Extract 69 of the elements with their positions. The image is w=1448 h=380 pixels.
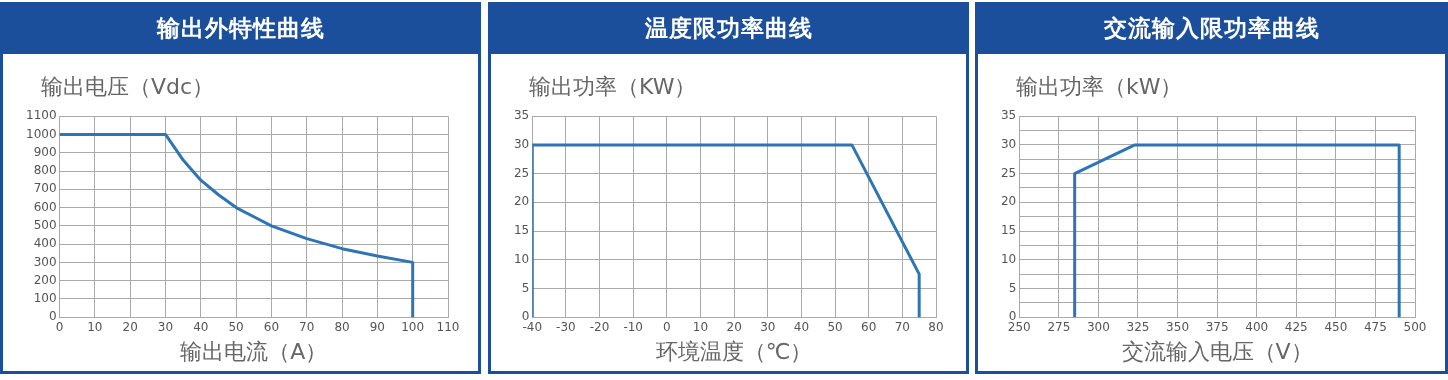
x-tick-label: 40 — [193, 319, 209, 334]
y-tick-label: 200 — [33, 272, 57, 287]
x-tick-label: 350 — [1166, 319, 1190, 334]
y-tick-label: 35 — [1000, 108, 1017, 123]
x-tick-label: 60 — [861, 319, 877, 334]
y-tick-label: 5 — [1008, 280, 1017, 295]
y-tick-label: 400 — [33, 236, 57, 251]
x-tick-label: 475 — [1363, 319, 1387, 334]
x-tick-label: 50 — [228, 319, 244, 334]
x-tick-label: 250 — [1007, 319, 1031, 334]
y-axis-title: 输出功率（KW） — [529, 73, 697, 101]
x-tick-label: 400 — [1245, 319, 1269, 334]
y-tick-label: 25 — [513, 165, 530, 180]
y-tick-label: 10 — [513, 251, 530, 266]
x-tick-label: -20 — [589, 319, 610, 334]
x-axis-title: 输出电流（A） — [180, 338, 328, 364]
x-tick-label: 70 — [894, 319, 910, 334]
y-tick-label: 20 — [1000, 194, 1017, 209]
x-tick-label: 10 — [87, 319, 103, 334]
x-tick-label: 60 — [263, 319, 280, 334]
x-tick-label: 30 — [760, 319, 776, 334]
y-tick-label: 500 — [33, 217, 57, 232]
y-tick-label: 10 — [1000, 251, 1017, 266]
y-tick-label: 300 — [33, 254, 57, 269]
x-tick-label: 30 — [157, 319, 174, 334]
x-tick-label: 375 — [1205, 319, 1229, 334]
y-tick-label: 700 — [33, 181, 57, 196]
y-tick-label: 1100 — [25, 108, 57, 123]
x-tick-label: 450 — [1324, 319, 1348, 334]
y-tick-label: 30 — [1000, 137, 1017, 152]
y-tick-label: 1000 — [25, 126, 57, 141]
x-tick-label: 70 — [299, 319, 315, 334]
x-tick-label: 110 — [436, 319, 460, 334]
x-tick-label: -30 — [556, 319, 576, 334]
y-axis-title: 输出电压（Vdc） — [41, 73, 215, 101]
x-tick-label: 10 — [692, 319, 709, 334]
y-tick-label: 0 — [48, 309, 57, 324]
y-tick-label: 30 — [513, 137, 530, 152]
x-axis-title: 环境温度（℃） — [655, 338, 813, 364]
x-tick-label: 275 — [1047, 319, 1071, 334]
y-tick-label: 800 — [33, 163, 57, 178]
x-tick-label: 300 — [1086, 319, 1110, 334]
x-tick-label: 20 — [122, 319, 138, 334]
chart-title: 温度限功率曲线 — [491, 2, 966, 54]
x-tick-label: 325 — [1126, 319, 1150, 334]
x-tick-label: 425 — [1284, 319, 1308, 334]
x-tick-label: 500 — [1403, 319, 1427, 334]
y-tick-label: 15 — [513, 223, 530, 238]
y-tick-label: 25 — [1000, 165, 1017, 180]
y-tick-label: 600 — [33, 199, 57, 214]
y-tick-label: 15 — [1000, 223, 1017, 238]
x-tick-label: 100 — [401, 319, 425, 334]
y-tick-label: 100 — [33, 291, 57, 306]
chart-title: 交流输入限功率曲线 — [978, 2, 1445, 54]
x-axis-title: 交流输入电压（V） — [1121, 338, 1313, 364]
y-tick-label: 20 — [513, 194, 530, 209]
chart-title: 输出外特性曲线 — [3, 2, 478, 54]
x-tick-label: 0 — [663, 319, 671, 334]
y-axis-title: 输出功率（kW） — [1016, 73, 1183, 101]
y-tick-label: 900 — [33, 144, 57, 159]
y-tick-label: 35 — [513, 108, 530, 123]
x-tick-label: 40 — [793, 319, 810, 334]
y-tick-label: 5 — [521, 280, 530, 295]
x-tick-label: 90 — [369, 319, 386, 334]
x-tick-label: -10 — [623, 319, 644, 334]
x-tick-label: 20 — [726, 319, 742, 334]
x-tick-label: 80 — [928, 319, 944, 334]
x-tick-label: 50 — [827, 319, 843, 334]
x-tick-label: 80 — [334, 319, 350, 334]
